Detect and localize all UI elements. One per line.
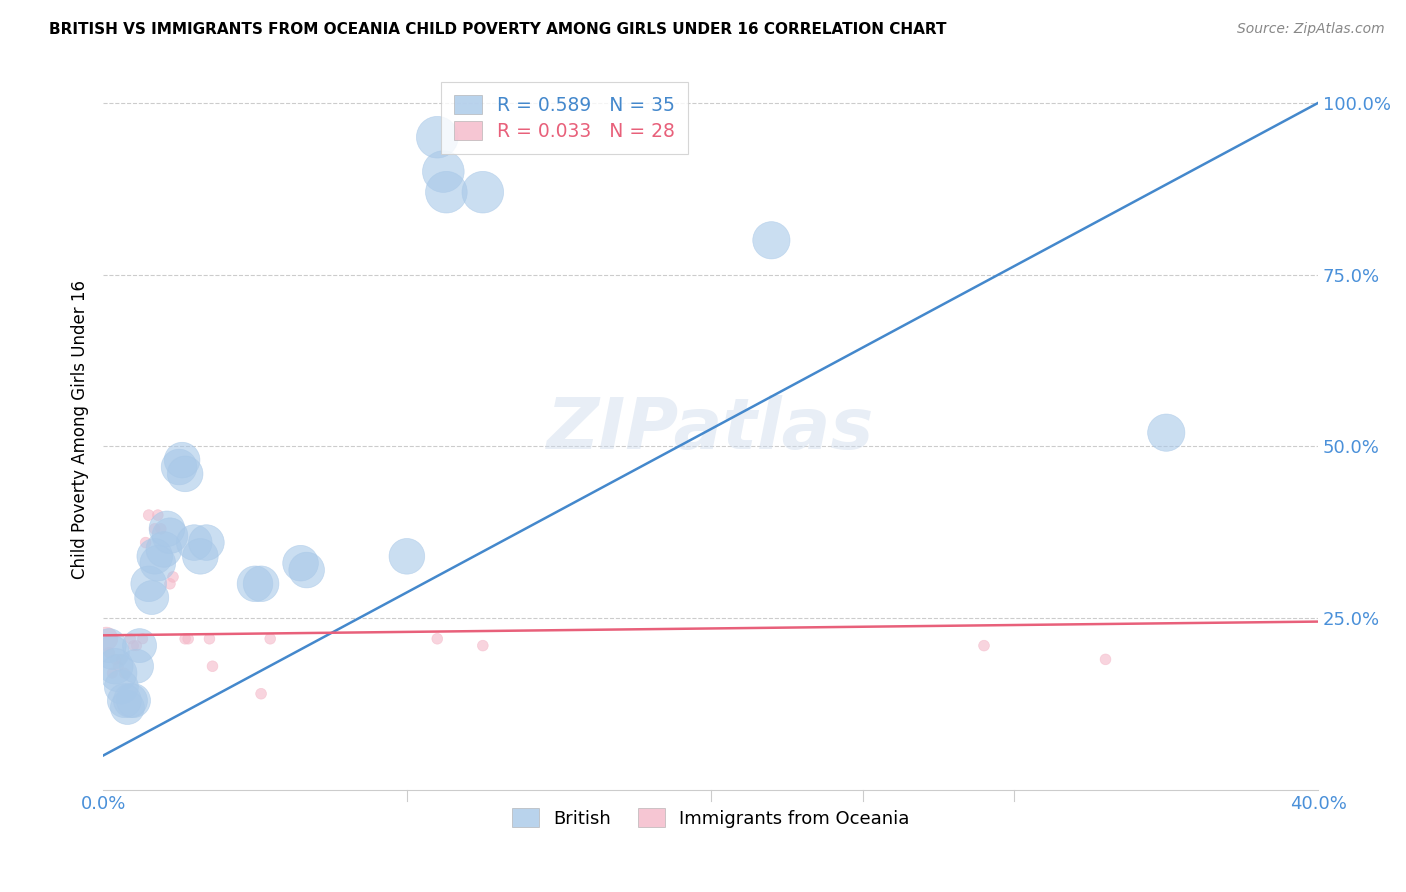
Point <box>110 652 132 666</box>
Point <box>101 666 124 681</box>
Point <box>128 639 150 653</box>
Point <box>295 563 318 577</box>
Point <box>761 233 783 247</box>
Point <box>101 646 124 660</box>
Point <box>177 632 200 646</box>
Point <box>201 659 224 673</box>
Point <box>174 467 197 481</box>
Point <box>125 659 148 673</box>
Point <box>98 639 121 653</box>
Text: Source: ZipAtlas.com: Source: ZipAtlas.com <box>1237 22 1385 37</box>
Point <box>162 570 184 584</box>
Point <box>159 529 181 543</box>
Point <box>159 576 181 591</box>
Point <box>107 659 129 673</box>
Point <box>243 576 266 591</box>
Point <box>153 542 176 557</box>
Point <box>290 556 312 570</box>
Point <box>110 680 132 694</box>
Point <box>149 522 172 536</box>
Point <box>143 522 166 536</box>
Point <box>104 659 127 673</box>
Text: BRITISH VS IMMIGRANTS FROM OCEANIA CHILD POVERTY AMONG GIRLS UNDER 16 CORRELATIO: BRITISH VS IMMIGRANTS FROM OCEANIA CHILD… <box>49 22 946 37</box>
Point <box>135 535 157 549</box>
Point <box>107 666 129 681</box>
Point <box>259 632 281 646</box>
Point <box>122 693 145 707</box>
Point <box>471 639 494 653</box>
Point <box>1154 425 1177 440</box>
Point <box>174 632 197 646</box>
Legend: British, Immigrants from Oceania: British, Immigrants from Oceania <box>505 801 917 835</box>
Point <box>104 652 127 666</box>
Point <box>198 632 221 646</box>
Point <box>167 460 190 475</box>
Point <box>125 639 148 653</box>
Point <box>98 646 121 660</box>
Point <box>156 522 179 536</box>
Point <box>426 632 449 646</box>
Point <box>973 639 995 653</box>
Point <box>112 666 135 681</box>
Point <box>138 576 160 591</box>
Point <box>146 556 169 570</box>
Point <box>172 453 194 467</box>
Point <box>146 508 169 522</box>
Point <box>426 130 449 145</box>
Point <box>138 508 160 522</box>
Point <box>250 687 273 701</box>
Point <box>1094 652 1116 666</box>
Point <box>112 693 135 707</box>
Point <box>434 185 457 199</box>
Point <box>195 535 218 549</box>
Point <box>120 693 142 707</box>
Y-axis label: Child Poverty Among Girls Under 16: Child Poverty Among Girls Under 16 <box>72 280 89 579</box>
Point <box>122 639 145 653</box>
Point <box>96 632 118 646</box>
Point <box>143 549 166 564</box>
Point <box>183 535 205 549</box>
Point <box>117 700 139 714</box>
Point <box>188 549 211 564</box>
Point <box>120 632 142 646</box>
Point <box>395 549 418 564</box>
Point <box>432 164 454 178</box>
Text: ZIPatlas: ZIPatlas <box>547 395 875 464</box>
Point <box>250 576 273 591</box>
Point <box>131 632 153 646</box>
Point <box>471 185 494 199</box>
Point <box>141 591 163 605</box>
